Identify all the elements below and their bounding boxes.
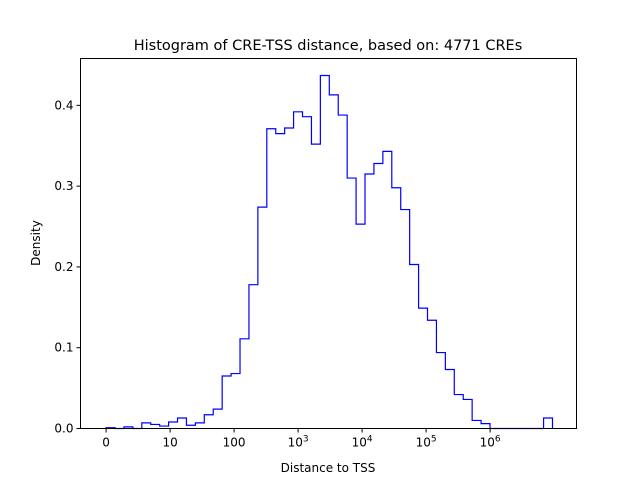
histogram-bin (294, 112, 303, 429)
histogram-bin (258, 207, 267, 428)
x-tick-label: 106 (480, 435, 501, 450)
histogram-bin (454, 395, 463, 429)
histogram-bin (204, 415, 213, 429)
histogram-bin (267, 129, 276, 429)
histogram-bin (240, 339, 249, 429)
histogram-bin (365, 174, 374, 428)
axes-frame (80, 58, 577, 429)
histogram-bin (285, 128, 294, 429)
histogram-bin (329, 95, 338, 429)
histogram-outline (105, 74, 554, 430)
x-axis-label: Distance to TSS (281, 461, 376, 475)
histogram-bin (231, 374, 240, 429)
histogram-bin (347, 178, 356, 428)
histogram-bin (356, 224, 365, 428)
x-tick-label: 104 (352, 435, 373, 450)
histogram-bin (445, 370, 454, 429)
histogram-bin (410, 265, 419, 429)
histogram-bin (544, 418, 553, 429)
histogram-bin (311, 144, 320, 428)
y-axis-label: Density (29, 220, 43, 266)
x-tick-label: 0 (102, 436, 110, 450)
histogram-bin (151, 424, 160, 428)
histogram-bin (178, 418, 187, 429)
x-tick-label: 100 (223, 436, 246, 450)
histogram-bin (481, 424, 490, 429)
histogram-bin (338, 115, 347, 428)
chart-title: Histogram of CRE-TSS distance, based on:… (134, 38, 523, 54)
x-tick-label: 105 (416, 435, 437, 450)
histogram-bin (392, 188, 401, 429)
histogram-bin (320, 75, 329, 428)
y-tick-label: 0.0 (54, 422, 73, 436)
histogram-bin (401, 210, 410, 429)
histogram-bin (222, 376, 231, 429)
histogram-bin (419, 308, 428, 428)
x-tick-label: 10 (162, 436, 177, 450)
histogram-bin (436, 353, 445, 429)
histogram-bin (383, 151, 392, 428)
histogram-bin (195, 423, 204, 429)
histogram-bin (249, 285, 258, 429)
x-tick-label: 103 (288, 435, 309, 450)
histogram-bin (428, 320, 437, 428)
histogram-bin (472, 420, 481, 428)
histogram-bin (169, 422, 178, 428)
y-tick-label: 0.4 (54, 98, 73, 112)
histogram-bin (142, 423, 151, 429)
histogram-bin (276, 134, 285, 429)
y-tick-label: 0.2 (54, 260, 73, 274)
y-tick-label: 0.3 (54, 179, 73, 193)
histogram-bin (463, 399, 472, 428)
histogram-bin (213, 409, 222, 428)
histogram-bin (303, 117, 312, 429)
y-tick-label: 0.1 (54, 341, 73, 355)
histogram-bin (374, 164, 383, 429)
